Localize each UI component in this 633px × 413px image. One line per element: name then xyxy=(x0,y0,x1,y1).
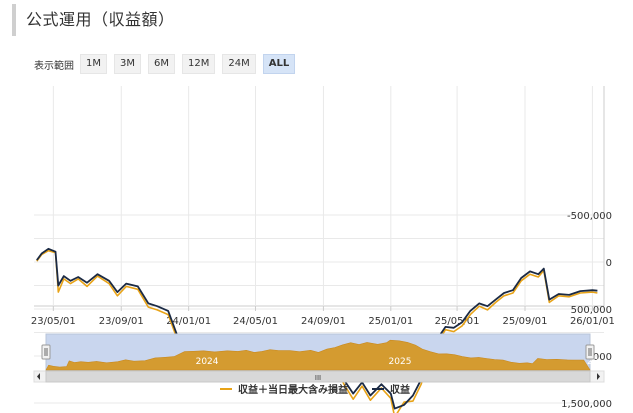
range-button-12m[interactable]: 12M xyxy=(182,54,216,74)
chart-legend: 収益＋当日最大含み損益 収益 xyxy=(220,383,410,396)
x-tick-label: 24/05/01 xyxy=(233,316,278,327)
x-tick-label: 24/09/01 xyxy=(301,316,346,327)
range-button-6m[interactable]: 6M xyxy=(148,54,175,74)
x-tick-label: 24/01/01 xyxy=(166,316,211,327)
y-tick-label: -500,000 xyxy=(567,211,612,222)
page-title: 公式運用（収益額） xyxy=(26,10,175,29)
x-axis: 23/05/01 23/09/01 24/01/01 24/05/01 24/09/01… xyxy=(31,306,615,327)
scroll-left-arrow-icon[interactable] xyxy=(37,373,40,380)
navigator-handle-right[interactable] xyxy=(585,344,595,360)
range-button-3m[interactable]: 3M xyxy=(114,54,141,74)
title-accent-bar xyxy=(12,4,16,36)
x-tick-label: 25/01/01 xyxy=(368,316,413,327)
range-button-24m[interactable]: 24M xyxy=(222,54,256,74)
y-tick-label: 500,000 xyxy=(571,305,612,316)
y-tick-label: 0 xyxy=(606,258,612,269)
scrollbar-thumb[interactable] xyxy=(45,370,591,383)
navigator-year-label: 2025 xyxy=(389,357,412,367)
x-tick-label: 25/05/01 xyxy=(435,316,480,327)
navigator-area xyxy=(45,339,591,371)
x-tick-label: 26/01/01 xyxy=(570,316,615,327)
y-tick-label: 1,500,000 xyxy=(561,399,612,410)
scrollbar-grip: III xyxy=(315,374,321,382)
x-tick-label: 23/09/01 xyxy=(99,316,144,327)
x-tick-label: 25/09/01 xyxy=(503,316,548,327)
range-selector-label: 表示範囲 xyxy=(34,60,74,72)
navigator-handle-left[interactable] xyxy=(41,344,51,360)
range-button-all[interactable]: ALL xyxy=(262,54,296,74)
range-button-1m[interactable]: 1M xyxy=(80,54,107,74)
legend-label: 収益＋当日最大含み損益 xyxy=(238,383,348,396)
navigator-year-label: 20 xyxy=(587,357,599,367)
legend-label: 収益 xyxy=(390,383,410,396)
navigator-year-label: 2024 xyxy=(196,357,219,367)
scroll-right-arrow-icon[interactable] xyxy=(597,373,600,380)
range-selector: 表示範囲 1M 3M 6M 12M 24M ALL xyxy=(34,54,302,74)
navigator[interactable]: 2024 2025 20 III xyxy=(33,333,605,383)
x-tick-label: 23/05/01 xyxy=(31,316,76,327)
